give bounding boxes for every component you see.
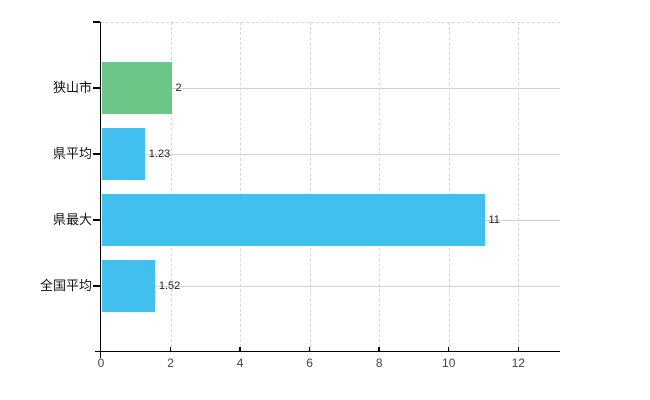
y-tick-mark: [93, 285, 100, 287]
x-tick-mark: [517, 347, 520, 352]
value-label: 11: [488, 214, 500, 226]
x-tick-label: 8: [375, 356, 383, 370]
x-tick-mark: [378, 347, 380, 352]
bar: [102, 260, 155, 312]
x-tick-label: 12: [511, 356, 525, 370]
category-label: 県平均: [52, 146, 92, 161]
vertical-gridline: [448, 22, 450, 352]
bar: [102, 194, 485, 246]
y-tick-mark: [93, 153, 100, 155]
vertical-gridline: [170, 22, 172, 352]
x-tick-mark: [239, 347, 241, 352]
category-label: 県最大: [52, 212, 92, 227]
vertical-gridline: [518, 22, 520, 352]
y-tick-mark: [93, 219, 100, 221]
vertical-gridline: [240, 22, 242, 352]
horizontal-gridline: [101, 88, 560, 89]
y-tick-mark: [93, 21, 100, 23]
category-label: 全国平均: [39, 278, 92, 293]
bar: [102, 128, 145, 180]
x-tick-mark: [447, 347, 450, 352]
value-label: 1.23: [148, 148, 171, 160]
x-tick-label: 10: [442, 356, 456, 370]
bar: [102, 62, 172, 114]
horizontal-gridline: [101, 286, 560, 287]
x-tick-label: 0: [97, 356, 105, 370]
plot-top-border: [101, 22, 560, 23]
x-tick-mark: [308, 347, 311, 352]
vertical-gridline: [309, 22, 311, 352]
value-label: 1.52: [158, 280, 181, 292]
y-tick-mark: [93, 87, 100, 89]
value-label: 2: [175, 82, 182, 94]
x-tick-label: 6: [306, 356, 313, 370]
x-tick-mark: [169, 347, 172, 352]
x-tick-label: 2: [167, 356, 174, 370]
x-axis: [94, 350, 560, 352]
horizontal-gridline: [101, 154, 560, 155]
x-tick-label: 4: [236, 356, 244, 370]
y-axis: [99, 22, 101, 358]
category-label: 狭山市: [52, 80, 92, 95]
vertical-gridline: [379, 22, 381, 352]
